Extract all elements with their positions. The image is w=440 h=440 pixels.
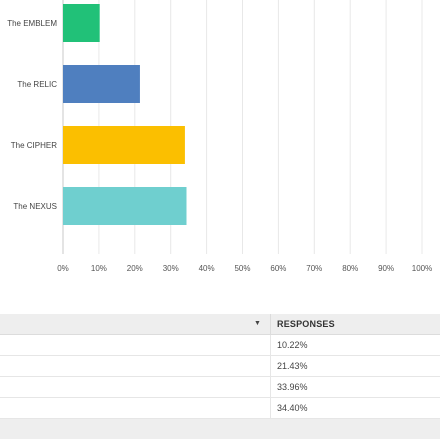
bar[interactable] — [63, 4, 100, 42]
bar-chart: The EMBLEM The RELIC The CIPHER The NEXUS 0… — [7, 0, 432, 273]
response-value: 33.96% — [277, 382, 308, 392]
column-divider — [270, 377, 271, 397]
x-tick-label: 30% — [163, 264, 179, 273]
responses-header[interactable]: RESPONSES — [277, 319, 335, 329]
column-divider — [270, 398, 271, 418]
bar[interactable] — [63, 187, 187, 225]
sort-down-icon[interactable]: ▼ — [254, 320, 261, 327]
table-header: ▼ RESPONSES — [0, 314, 440, 335]
table-row: 10.22% — [0, 335, 440, 356]
x-tick-label: 100% — [412, 264, 432, 273]
x-tick-label: 80% — [342, 264, 358, 273]
x-tick-label: 20% — [127, 264, 143, 273]
response-value: 21.43% — [277, 361, 308, 371]
table-row: 21.43% — [0, 356, 440, 377]
bar[interactable] — [63, 65, 140, 103]
chart-grid — [62, 0, 423, 254]
table-row: 33.96% — [0, 377, 440, 398]
category-label: The EMBLEM — [7, 19, 57, 28]
x-tick-label: 90% — [378, 264, 394, 273]
x-tick-label: 60% — [270, 264, 286, 273]
response-value: 34.40% — [277, 403, 308, 413]
responses-table: ▼ RESPONSES 10.22% 21.43% 33.96% 34.40% — [0, 314, 440, 439]
category-label: The CIPHER — [11, 141, 57, 150]
table-footer — [0, 419, 440, 439]
table-row: 34.40% — [0, 398, 440, 419]
chart-bars — [63, 4, 187, 225]
response-value: 10.22% — [277, 340, 308, 350]
x-tick-label: 70% — [306, 264, 322, 273]
category-label: The RELIC — [17, 80, 57, 89]
x-tick-label: 40% — [199, 264, 215, 273]
x-axis-ticks: 0% 10% 20% 30% 40% 50% 60% 70% 80% 90% 100% — [57, 264, 432, 273]
bar[interactable] — [63, 126, 185, 164]
column-divider — [270, 314, 271, 334]
category-label: The NEXUS — [13, 202, 57, 211]
x-tick-label: 0% — [57, 264, 69, 273]
column-divider — [270, 335, 271, 355]
column-divider — [270, 356, 271, 376]
x-tick-label: 10% — [91, 264, 107, 273]
category-labels: The EMBLEM The RELIC The CIPHER The NEXUS — [7, 19, 57, 211]
x-tick-label: 50% — [234, 264, 250, 273]
